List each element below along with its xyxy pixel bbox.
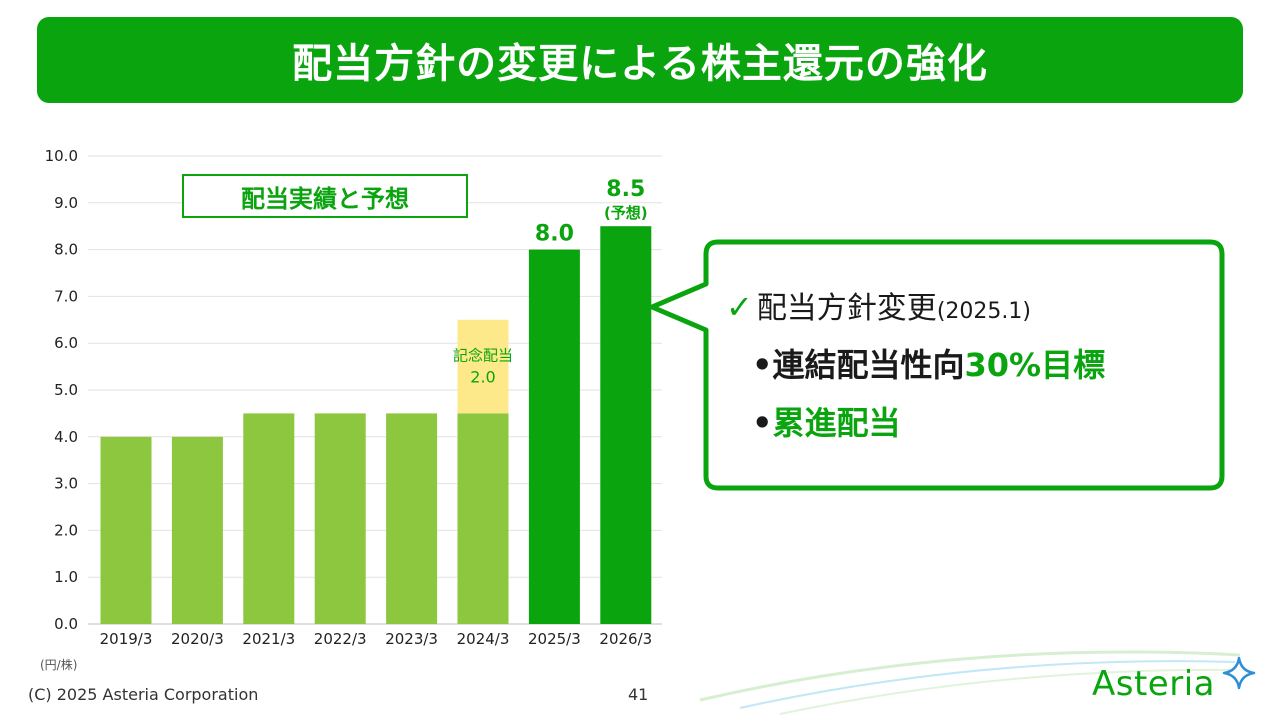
bar-2020/3: [171, 436, 223, 624]
x-tick-label: 2021/3: [242, 630, 295, 648]
legend-box-label: 配当実績と予想: [241, 184, 409, 213]
callout-line-payout-ratio: •連結配当性向30%目標: [752, 340, 1105, 386]
policy-change-label: 配当方針変更: [756, 291, 937, 326]
bar-2021/3: [243, 413, 295, 624]
y-tick-label: 8.0: [54, 241, 78, 259]
y-tick-label: 5.0: [54, 381, 78, 399]
annotation-forecast-label: (予想): [604, 204, 648, 222]
y-axis-ticks: 0.0 1.0 2.0 3.0 4.0 5.0 6.0 7.0 8.0 9.0 10.0: [45, 147, 78, 633]
bar-2025/3: [528, 249, 580, 624]
callout-box-outline: [649, 239, 1225, 491]
y-tick-label: 6.0: [54, 334, 78, 352]
x-axis-ticks: 2019/3 2020/3 2021/3 2022/3 2023/3 2024/3 2025…: [100, 630, 653, 648]
y-tick-label: 4.0: [54, 428, 78, 446]
x-tick-label: 2019/3: [100, 630, 153, 648]
y-tick-label: 3.0: [54, 475, 78, 493]
unit-label: (円/株): [40, 658, 78, 672]
callout-line-progressive-dividend: •累進配当: [752, 398, 900, 444]
annotation-value-label: 8.5: [606, 177, 645, 202]
asteria-logo: Asteria: [1092, 664, 1215, 704]
y-tick-label: 1.0: [54, 568, 78, 586]
callout-line-policy-change: ✓ 配当方針変更(2025.1): [726, 283, 1031, 327]
x-tick-label: 2024/3: [457, 630, 510, 648]
bar-commemorative-2024/3: [457, 319, 509, 414]
x-tick-label: 2023/3: [385, 630, 438, 648]
bar-2026/3: [600, 226, 652, 624]
chart-bars: [100, 226, 652, 624]
chart-annotations: 記念配当 2.0 8.0 8.5 (予想): [453, 177, 648, 386]
bar-2019/3: [100, 436, 152, 624]
bullet-icon: •: [752, 404, 773, 442]
sparkle-star-icon: [1222, 656, 1256, 690]
annotation-value-label: 8.0: [535, 222, 574, 247]
bar-2024/3: [457, 413, 509, 624]
payout-ratio-target: 30%目標: [964, 346, 1106, 384]
chart-legend-box: 配当実績と予想: [182, 174, 468, 218]
page-number: 41: [628, 685, 649, 704]
y-tick-label: 9.0: [54, 194, 78, 212]
y-tick-label: 10.0: [45, 147, 78, 165]
page-title: 配当方針の変更による株主還元の強化: [292, 41, 988, 87]
bar-2023/3: [386, 413, 438, 624]
bullet-icon: •: [752, 346, 773, 384]
x-tick-label: 2026/3: [599, 630, 652, 648]
annotation-commemorative-value: 2.0: [470, 368, 495, 387]
progressive-dividend-label: 累進配当: [772, 404, 901, 442]
callout-frame: [649, 239, 1225, 491]
x-tick-label: 2022/3: [314, 630, 367, 648]
title-bar: 配当方針の変更による株主還元の強化: [37, 17, 1243, 103]
y-tick-label: 7.0: [54, 287, 78, 305]
x-tick-label: 2020/3: [171, 630, 224, 648]
y-tick-label: 0.0: [54, 615, 78, 633]
payout-ratio-label: 連結配当性向: [772, 346, 965, 384]
check-icon: ✓: [726, 288, 753, 326]
annotation-commemorative-label: 記念配当: [453, 347, 513, 365]
policy-change-date: (2025.1): [936, 299, 1031, 324]
bar-2022/3: [314, 413, 366, 624]
copyright: (C) 2025 Asteria Corporation: [28, 685, 259, 704]
x-tick-label: 2025/3: [528, 630, 581, 648]
y-tick-label: 2.0: [54, 521, 78, 539]
